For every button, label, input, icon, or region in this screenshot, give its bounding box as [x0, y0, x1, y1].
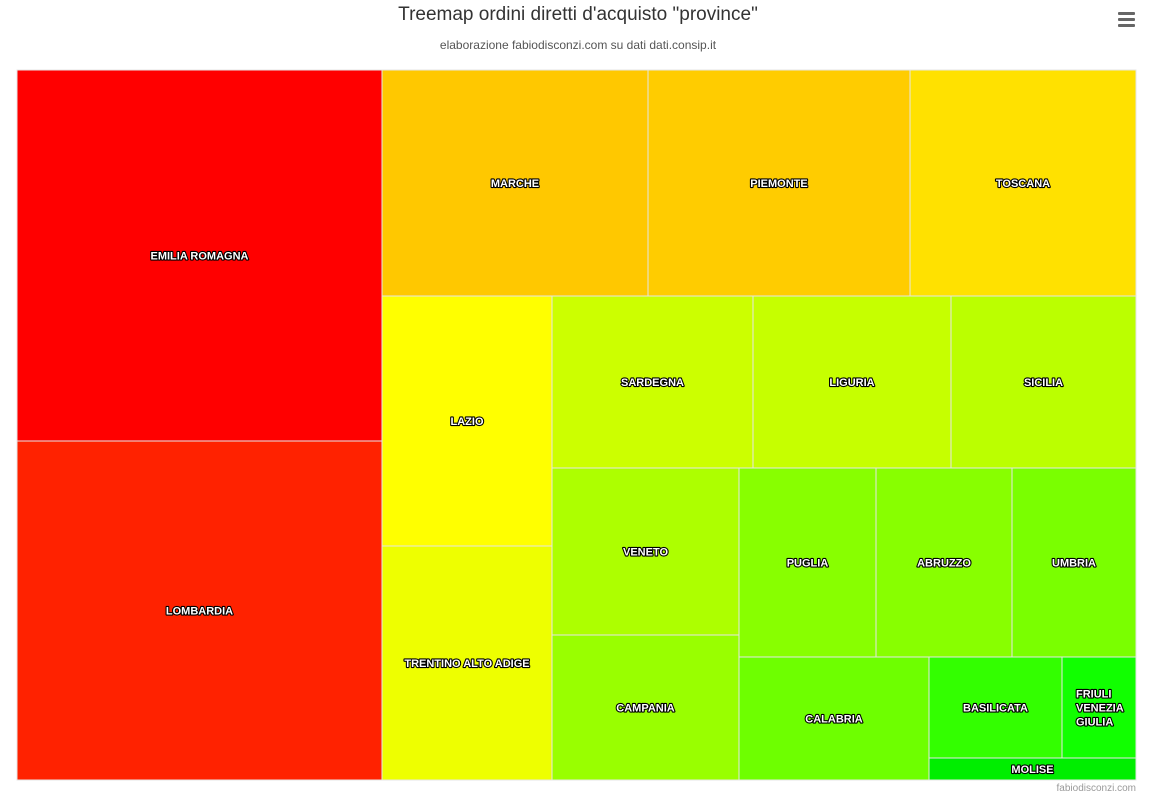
- treemap-rect[interactable]: [1061, 656, 1137, 759]
- treemap-label: VENETO: [623, 547, 668, 559]
- treemap-cell-emilia-romagna[interactable]: EMILIA ROMAGNA: [16, 69, 383, 442]
- treemap-rect[interactable]: [381, 69, 649, 297]
- treemap-label: TOSCANA: [996, 178, 1050, 190]
- hamburger-menu-icon-bar: [1118, 18, 1135, 21]
- treemap-rect[interactable]: [950, 295, 1137, 469]
- treemap-cell-calabria[interactable]: CALABRIA: [738, 656, 930, 781]
- treemap-label: UMBRIA: [1052, 558, 1096, 570]
- treemap-label: FRIULI VENEZIA GIULIA: [1076, 689, 1124, 729]
- treemap-cell-piemonte[interactable]: PIEMONTE: [647, 69, 911, 297]
- treemap-label: EMILIA ROMAGNA: [151, 251, 249, 263]
- treemap-rect[interactable]: [738, 656, 930, 781]
- treemap-label: CAMPANIA: [616, 703, 675, 715]
- treemap-label: LOMBARDIA: [166, 606, 233, 618]
- treemap-cell-toscana[interactable]: TOSCANA: [909, 69, 1137, 297]
- hamburger-menu-icon-bar: [1118, 24, 1135, 27]
- treemap-cell-sicilia[interactable]: SICILIA: [950, 295, 1137, 469]
- treemap-cell-puglia[interactable]: PUGLIA: [738, 467, 877, 658]
- treemap-cell-basilicata[interactable]: BASILICATA: [928, 656, 1063, 759]
- treemap-rect[interactable]: [909, 69, 1137, 297]
- treemap-cell-liguria[interactable]: LIGURIA: [752, 295, 952, 469]
- treemap-rect[interactable]: [381, 545, 553, 781]
- treemap-rect[interactable]: [647, 69, 911, 297]
- treemap-label: ABRUZZO: [917, 558, 971, 570]
- treemap-label: MARCHE: [491, 178, 539, 190]
- treemap-rect[interactable]: [16, 440, 383, 781]
- treemap-label: SARDEGNA: [621, 377, 684, 389]
- treemap-cell-molise[interactable]: MOLISE: [928, 757, 1137, 781]
- credit-link[interactable]: fabiodisconzi.com: [1056, 783, 1136, 794]
- treemap-label: PUGLIA: [787, 558, 829, 570]
- chart-title: Treemap ordini diretti d'acquisto "provi…: [398, 4, 758, 25]
- treemap-label: SICILIA: [1024, 377, 1063, 389]
- treemap-rect[interactable]: [551, 467, 740, 636]
- treemap-label: BASILICATA: [963, 703, 1028, 715]
- treemap-label: LAZIO: [451, 416, 484, 428]
- chart-subtitle: elaborazione fabiodisconzi.com su dati d…: [439, 38, 717, 52]
- treemap-rect[interactable]: [928, 757, 1137, 781]
- treemap-cell-marche[interactable]: MARCHE: [381, 69, 649, 297]
- treemap-rect[interactable]: [875, 467, 1013, 658]
- treemap-cell-campania[interactable]: CAMPANIA: [551, 634, 740, 781]
- treemap-cell-trentino-alto-adige[interactable]: TRENTINO ALTO ADIGE: [381, 545, 553, 781]
- chart-menu-button[interactable]: [1112, 8, 1140, 30]
- treemap-rect[interactable]: [1011, 467, 1137, 658]
- treemap-cell-sardegna[interactable]: SARDEGNA: [551, 295, 754, 469]
- treemap-rect[interactable]: [381, 295, 553, 547]
- hamburger-menu-icon: [1118, 12, 1135, 15]
- treemap-rect[interactable]: [928, 656, 1063, 759]
- treemap-label: TRENTINO ALTO ADIGE: [404, 658, 529, 670]
- treemap-cell-friuli-venezia-giulia[interactable]: FRIULI VENEZIA GIULIA: [1061, 656, 1137, 759]
- treemap-cell-umbria[interactable]: UMBRIA: [1011, 467, 1137, 658]
- treemap-rect[interactable]: [752, 295, 952, 469]
- treemap-cell-lombardia[interactable]: LOMBARDIA: [16, 440, 383, 781]
- treemap-label: PIEMONTE: [750, 178, 807, 190]
- treemap-label: MOLISE: [1011, 764, 1053, 776]
- treemap-rect[interactable]: [738, 467, 877, 658]
- treemap-rect[interactable]: [551, 634, 740, 781]
- treemap-label: LIGURIA: [829, 377, 874, 389]
- treemap-cell-abruzzo[interactable]: ABRUZZO: [875, 467, 1013, 658]
- treemap-rect[interactable]: [16, 69, 383, 442]
- treemap-label: CALABRIA: [805, 714, 862, 726]
- treemap-cell-veneto[interactable]: VENETO: [551, 467, 740, 636]
- treemap-cell-lazio[interactable]: LAZIO: [381, 295, 553, 547]
